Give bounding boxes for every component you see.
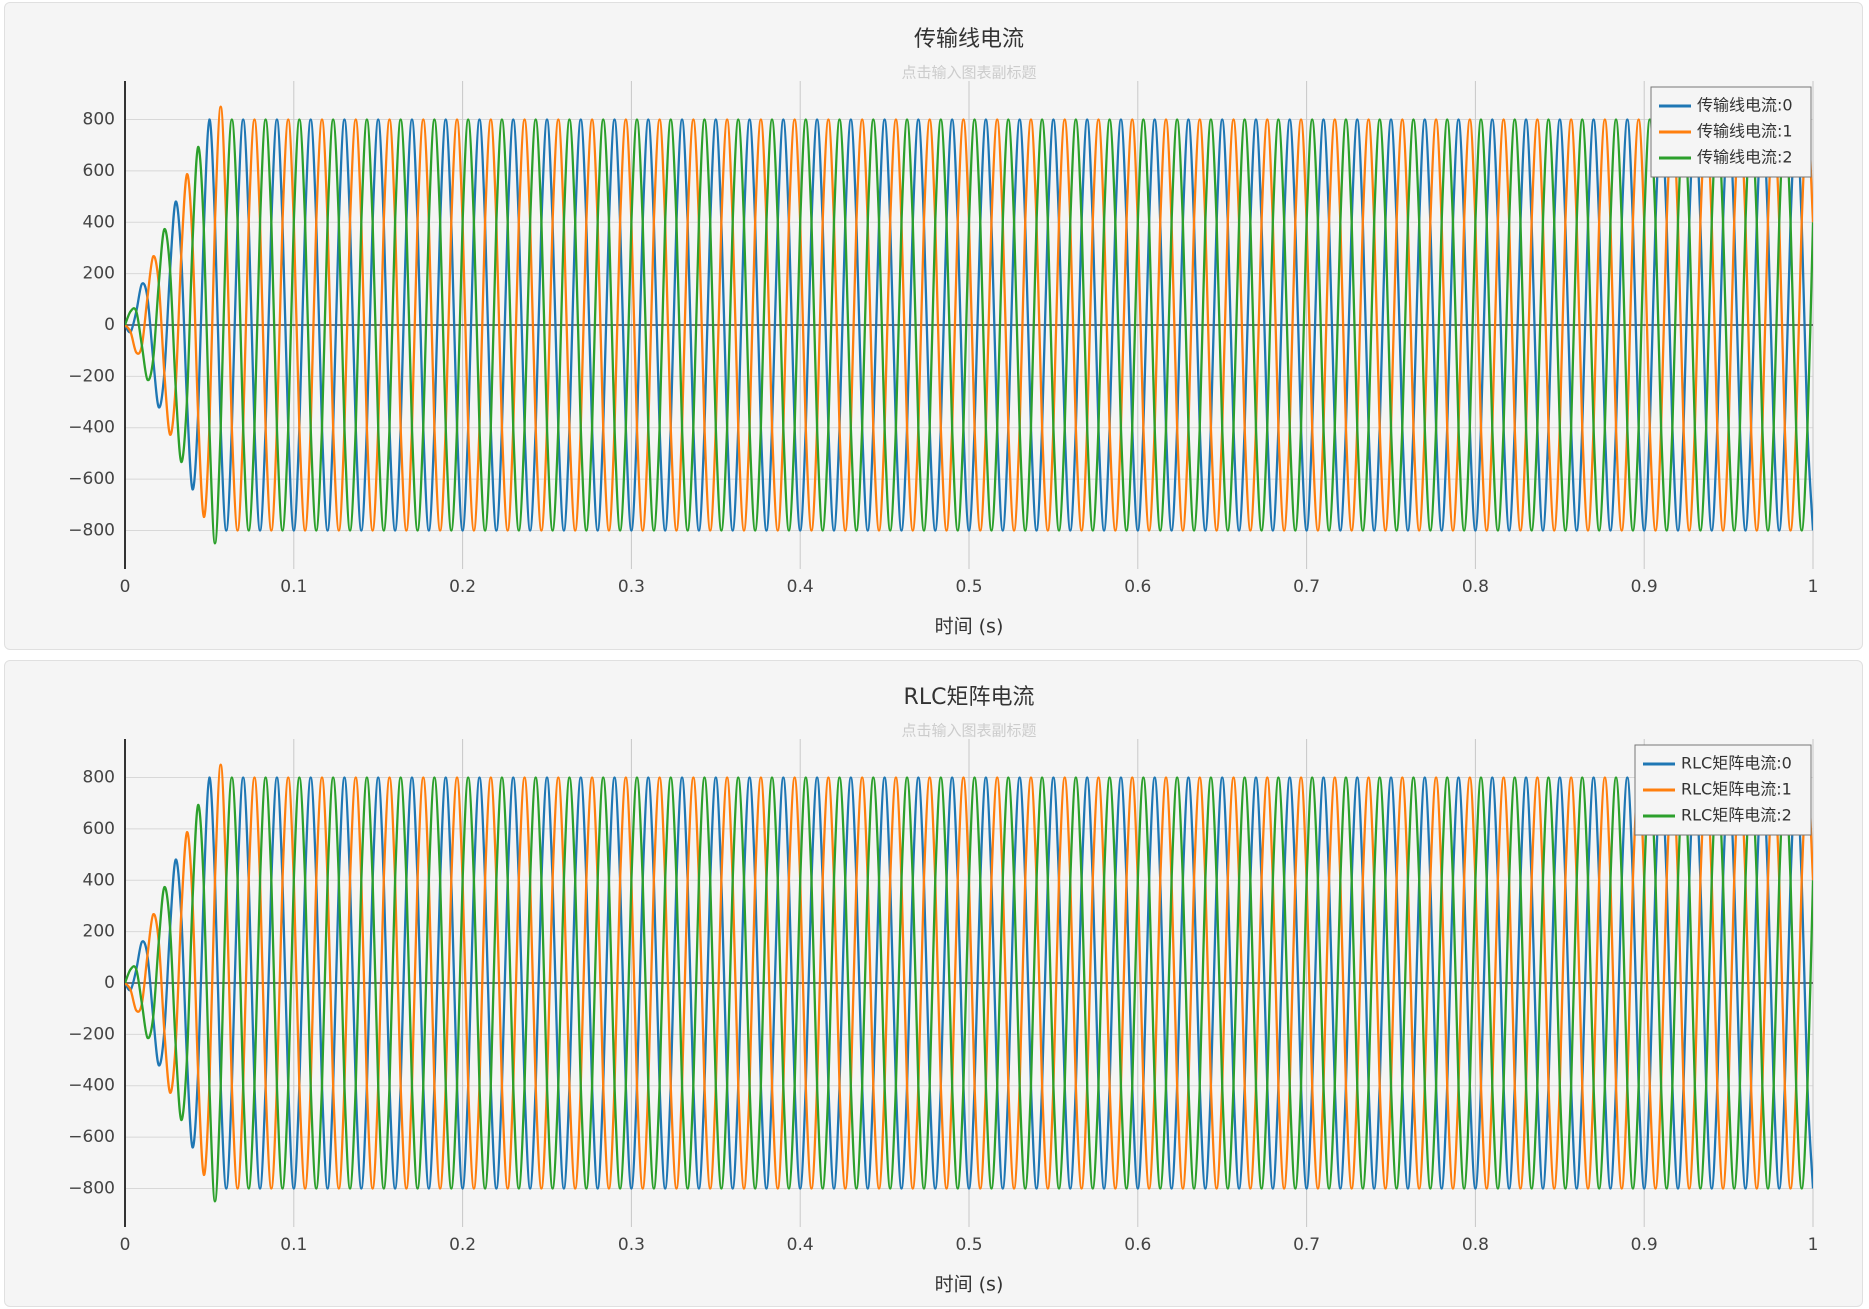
series-line — [125, 776, 1813, 1190]
chart-subtitle: 点击输入图表副标题 — [901, 64, 1036, 82]
x-tick-label: 0.2 — [449, 577, 476, 597]
y-tick-label: 200 — [83, 922, 115, 942]
y-tick-label: −600 — [68, 469, 115, 489]
y-tick-label: 800 — [83, 110, 115, 130]
legend-label: RLC矩阵电流:1 — [1681, 780, 1792, 799]
y-tick-label: 400 — [83, 870, 115, 890]
legend: 传输线电流:0 传输线电流:1 传输线电流:2 — [1650, 86, 1812, 178]
y-tick-label: −200 — [68, 1024, 115, 1044]
x-tick-label: 0 — [120, 1235, 131, 1255]
x-tick-label: 0.7 — [1293, 577, 1320, 597]
y-tick-label: 200 — [83, 264, 115, 284]
x-tick-label: 0.9 — [1631, 577, 1658, 597]
y-tick-label: −600 — [68, 1127, 115, 1147]
x-tick-label: 0.5 — [955, 1235, 982, 1255]
chart-panel: RLC矩阵电流点击输入图表副标题时间 (s) −800 −600 −400 −200 0 2… — [4, 660, 1863, 1307]
x-tick-label: 0.8 — [1462, 1235, 1489, 1255]
chart-panel: 传输线电流点击输入图表副标题时间 (s) −800 −600 −400 −200 0 200… — [4, 2, 1863, 650]
y-tick-label: 0 — [104, 973, 115, 993]
chart-subtitle: 点击输入图表副标题 — [901, 722, 1036, 740]
x-tick-label: 1 — [1808, 577, 1819, 597]
series-line — [125, 118, 1813, 532]
x-tick-label: 0.3 — [618, 1235, 645, 1255]
y-tick-label: −800 — [68, 520, 115, 540]
x-tick-label: 0.6 — [1124, 1235, 1151, 1255]
legend-label: RLC矩阵电流:0 — [1681, 754, 1792, 773]
x-axis-title: 时间 (s) — [935, 1274, 1004, 1296]
x-tick-label: 0.6 — [1124, 577, 1151, 597]
x-tick-label: 1 — [1808, 1235, 1819, 1255]
x-tick-label: 0.7 — [1293, 1235, 1320, 1255]
y-tick-label: 600 — [83, 819, 115, 839]
legend-label: RLC矩阵电流:2 — [1681, 806, 1792, 825]
x-axis-title: 时间 (s) — [935, 616, 1004, 638]
x-tick-label: 0 — [120, 577, 131, 597]
y-tick-label: −200 — [68, 366, 115, 386]
x-tick-label: 0.5 — [955, 577, 982, 597]
x-tick-label: 0.8 — [1462, 577, 1489, 597]
x-tick-label: 0.9 — [1631, 1235, 1658, 1255]
y-tick-label: 0 — [104, 315, 115, 335]
x-tick-label: 0.4 — [787, 577, 814, 597]
x-tick-label: 0.2 — [449, 1235, 476, 1255]
x-tick-label: 0.1 — [280, 1235, 307, 1255]
legend-label: 传输线电流:1 — [1697, 122, 1793, 141]
y-tick-label: −400 — [68, 418, 115, 438]
y-tick-label: −800 — [68, 1178, 115, 1198]
x-tick-label: 0.3 — [618, 577, 645, 597]
series-line — [125, 776, 1813, 1203]
chart-title: RLC矩阵电流 — [904, 685, 1035, 710]
legend-label: 传输线电流:2 — [1697, 148, 1793, 167]
series-line — [125, 118, 1813, 545]
y-tick-label: 800 — [83, 768, 115, 788]
y-tick-label: −400 — [68, 1076, 115, 1096]
series-line — [125, 763, 1813, 1190]
legend-label: 传输线电流:0 — [1697, 96, 1793, 115]
legend: RLC矩阵电流:0 RLC矩阵电流:1 RLC矩阵电流:2 — [1634, 744, 1812, 836]
chart-title: 传输线电流 — [914, 27, 1024, 52]
series-line — [125, 105, 1813, 532]
y-tick-label: 600 — [83, 161, 115, 181]
x-tick-label: 0.1 — [280, 577, 307, 597]
x-tick-label: 0.4 — [787, 1235, 814, 1255]
y-tick-label: 400 — [83, 212, 115, 232]
